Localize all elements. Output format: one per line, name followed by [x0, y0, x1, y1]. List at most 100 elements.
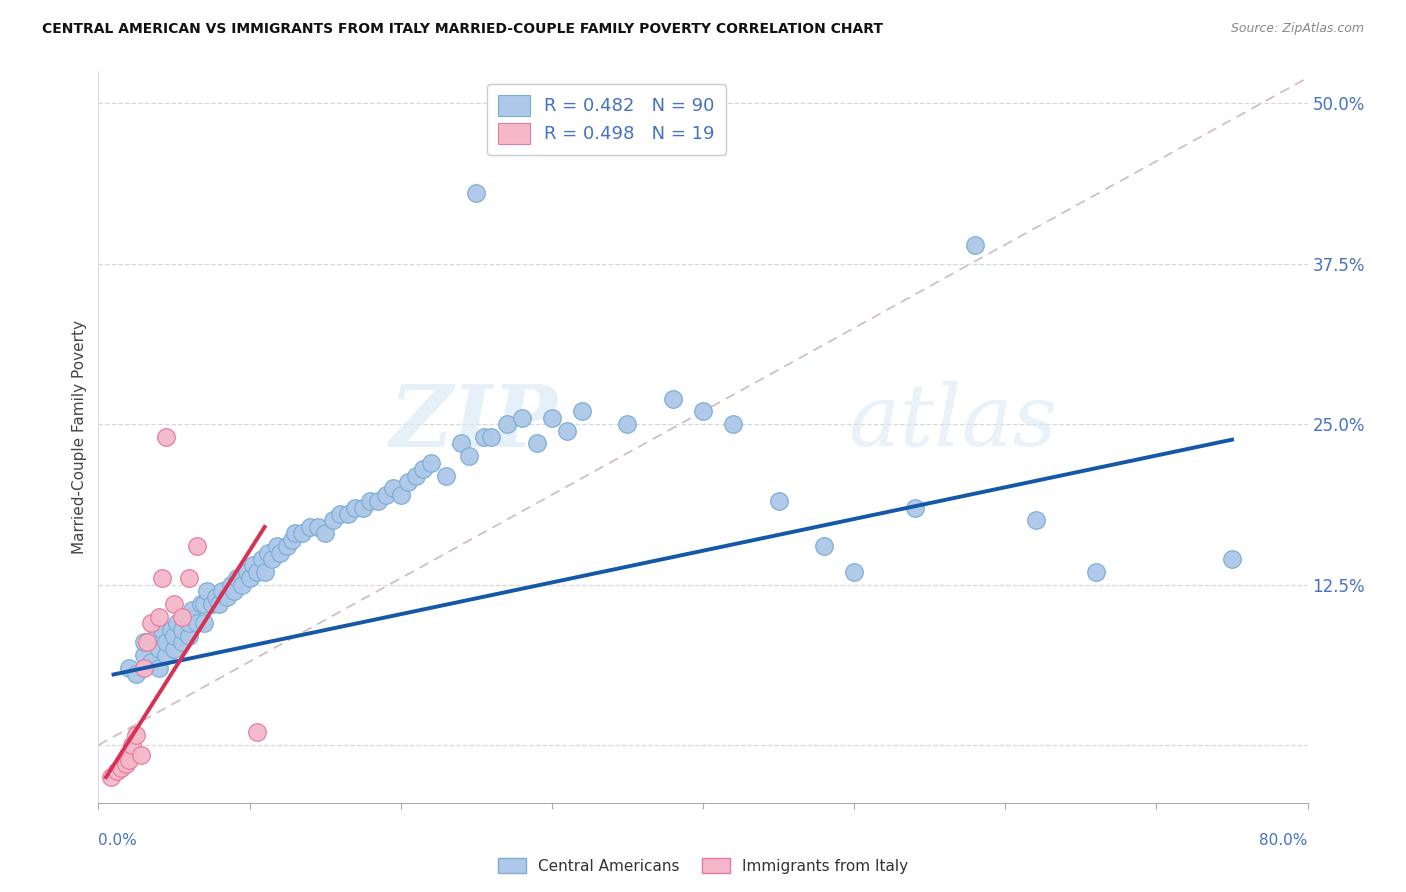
Point: [253, 565, 276, 579]
Point: [262, 552, 284, 566]
Point: [166, 616, 188, 631]
Point: [472, 430, 495, 444]
Text: CENTRAL AMERICAN VS IMMIGRANTS FROM ITALY MARRIED-COUPLE FAMILY POVERTY CORRELAT: CENTRAL AMERICAN VS IMMIGRANTS FROM ITAL…: [42, 22, 883, 37]
Point: [141, 655, 163, 669]
Point: [186, 616, 208, 631]
Point: [231, 577, 253, 591]
Point: [150, 623, 173, 637]
Point: [495, 417, 517, 432]
Point: [450, 436, 472, 450]
Point: [186, 539, 208, 553]
Point: [616, 417, 638, 432]
Point: [224, 584, 246, 599]
Point: [160, 623, 183, 637]
Point: [405, 468, 427, 483]
Point: [125, 667, 148, 681]
Point: [1085, 565, 1108, 579]
Point: [336, 507, 359, 521]
Point: [155, 635, 177, 649]
Text: 0.0%: 0.0%: [98, 833, 138, 848]
Point: [352, 500, 374, 515]
Point: [269, 545, 291, 559]
Point: [382, 482, 405, 496]
Point: [813, 539, 835, 553]
Point: [148, 661, 170, 675]
Point: [1220, 552, 1243, 566]
Point: [215, 591, 238, 605]
Point: [904, 500, 927, 515]
Point: [174, 609, 197, 624]
Point: [179, 571, 201, 585]
Point: [465, 186, 488, 201]
Point: [170, 609, 193, 624]
Point: [226, 571, 249, 585]
Point: [510, 410, 533, 425]
Point: [329, 507, 352, 521]
Point: [193, 597, 215, 611]
Point: [571, 404, 593, 418]
Point: [246, 565, 269, 579]
Point: [100, 770, 122, 784]
Point: [170, 623, 193, 637]
Point: [141, 616, 163, 631]
Point: [125, 728, 148, 742]
Point: [374, 488, 396, 502]
Point: [235, 565, 257, 579]
Point: [163, 629, 186, 643]
Point: [242, 558, 264, 573]
Point: [256, 545, 278, 559]
Point: [132, 648, 155, 663]
Point: [412, 462, 434, 476]
Point: [193, 616, 215, 631]
Point: [661, 392, 683, 406]
Point: [250, 552, 273, 566]
Point: [211, 584, 233, 599]
Point: [322, 514, 344, 528]
Point: [163, 641, 186, 656]
Point: [555, 424, 578, 438]
Point: [246, 725, 269, 739]
Point: [114, 757, 136, 772]
Point: [132, 661, 155, 675]
Point: [150, 571, 173, 585]
Point: [723, 417, 745, 432]
Point: [145, 629, 167, 643]
Point: [181, 603, 204, 617]
Point: [208, 597, 231, 611]
Point: [221, 577, 243, 591]
Legend: Central Americans, Immigrants from Italy: Central Americans, Immigrants from Italy: [492, 852, 914, 880]
Point: [155, 430, 177, 444]
Point: [266, 539, 288, 553]
Point: [307, 520, 329, 534]
Text: atlas: atlas: [848, 381, 1057, 464]
Point: [281, 533, 304, 547]
Point: [105, 764, 128, 778]
Point: [201, 597, 224, 611]
Point: [239, 571, 262, 585]
Point: [314, 526, 336, 541]
Point: [118, 754, 141, 768]
Point: [155, 648, 177, 663]
Point: [481, 430, 503, 444]
Point: [1024, 514, 1046, 528]
Y-axis label: Married-Couple Family Poverty: Married-Couple Family Poverty: [72, 320, 87, 554]
Point: [195, 584, 218, 599]
Point: [420, 456, 443, 470]
Point: [170, 635, 193, 649]
Point: [135, 635, 157, 649]
Point: [118, 661, 141, 675]
Text: Source: ZipAtlas.com: Source: ZipAtlas.com: [1230, 22, 1364, 36]
Point: [344, 500, 367, 515]
Point: [367, 494, 389, 508]
Point: [276, 539, 298, 553]
Point: [284, 526, 307, 541]
Point: [148, 641, 170, 656]
Legend: R = 0.482   N = 90, R = 0.498   N = 19: R = 0.482 N = 90, R = 0.498 N = 19: [486, 84, 725, 154]
Point: [132, 635, 155, 649]
Point: [190, 597, 212, 611]
Point: [389, 488, 412, 502]
Point: [360, 494, 382, 508]
Point: [121, 738, 143, 752]
Text: ZIP: ZIP: [389, 381, 558, 464]
Point: [434, 468, 457, 483]
